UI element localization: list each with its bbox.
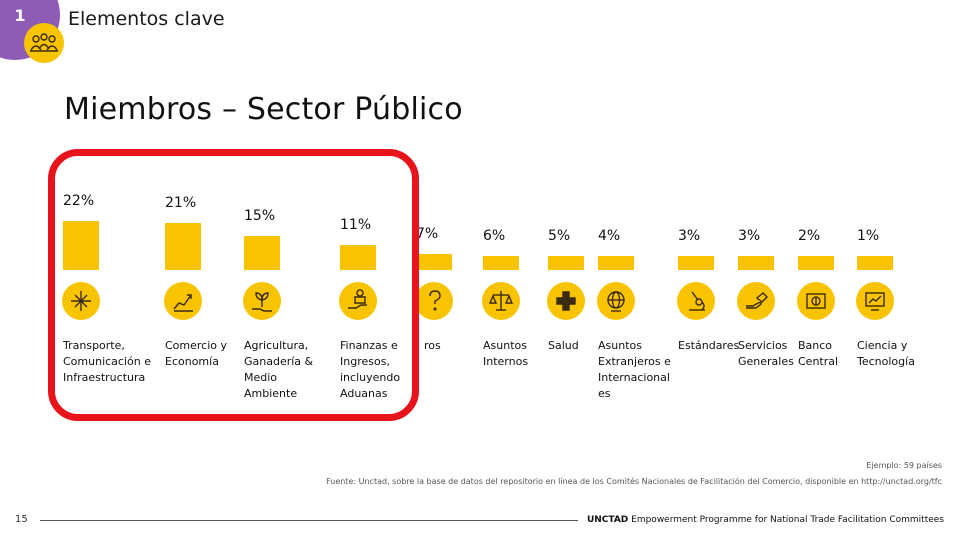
page-number: 15 <box>15 514 28 525</box>
bar <box>483 256 519 270</box>
bar <box>738 256 774 270</box>
scales-icon <box>482 282 520 320</box>
service-hand-icon <box>737 282 775 320</box>
globe-icon <box>597 282 635 320</box>
section-number: 1 <box>14 6 26 25</box>
bar <box>598 256 634 270</box>
growth-chart-icon <box>164 282 202 320</box>
bar <box>548 256 584 270</box>
category-label: Ciencia y Tecnología <box>857 339 915 368</box>
category-label: ros <box>424 339 441 352</box>
category-label: Agricultura, Ganadería & Medio Ambiente <box>244 339 314 400</box>
data-label: 22% <box>63 192 95 209</box>
category-label: Servicios Generales <box>738 339 794 368</box>
bar <box>165 222 201 270</box>
sample-note: Ejemplo: 59 países <box>866 461 942 470</box>
data-label: 6% <box>483 228 506 244</box>
data-label: 15% <box>244 208 276 225</box>
data-label: 1% <box>857 228 880 244</box>
bar <box>857 256 893 270</box>
data-label: 11% <box>340 217 372 234</box>
category-label: Comercio y Economía <box>165 339 228 368</box>
footer-org: UNCTAD <box>586 515 629 525</box>
bar <box>798 256 834 270</box>
microscope-icon <box>677 282 715 320</box>
data-label: 5% <box>548 228 571 244</box>
bar <box>244 236 280 270</box>
source-note: Fuente: Unctad, sobre la base de datos d… <box>326 477 942 486</box>
bar <box>416 254 452 270</box>
data-label: 7% <box>416 226 439 243</box>
banknote-icon <box>797 282 835 320</box>
data-label: 3% <box>738 228 761 244</box>
tech-screen-icon <box>856 282 894 320</box>
footer-program: UNCTAD Empowerment Programme for Nationa… <box>587 515 944 525</box>
category-label: Salud <box>548 339 579 352</box>
plant-hand-icon <box>243 282 281 320</box>
category-label: Banco Central <box>798 339 839 368</box>
data-label: 2% <box>798 228 821 244</box>
bar <box>340 245 376 270</box>
highlight-frame <box>48 149 419 421</box>
data-label: 4% <box>598 228 621 244</box>
category-label: Asuntos Extranjeros e Internacional es <box>598 339 671 400</box>
data-label: 3% <box>678 228 701 244</box>
category-label: Estándares <box>678 339 740 352</box>
bar <box>678 256 714 270</box>
question-icon <box>415 282 453 320</box>
footer-program-name: Empowerment Programme for National Trade… <box>628 515 944 525</box>
crossroads-icon <box>62 282 100 320</box>
category-label: Finanzas e Ingresos, incluyendo Aduanas <box>340 339 401 400</box>
header-title: Elementos clave <box>68 8 225 30</box>
team-icon <box>24 23 64 63</box>
footer-divider <box>40 520 578 521</box>
category-label: Transporte, Comunicación e Infraestructu… <box>63 339 151 384</box>
bar <box>63 220 99 270</box>
data-label: 21% <box>165 194 197 211</box>
health-cross-icon <box>547 282 585 320</box>
finance-hand-icon <box>339 282 377 320</box>
page-title: Miembros – Sector Público <box>64 92 463 127</box>
category-label: Asuntos Internos <box>483 339 529 368</box>
